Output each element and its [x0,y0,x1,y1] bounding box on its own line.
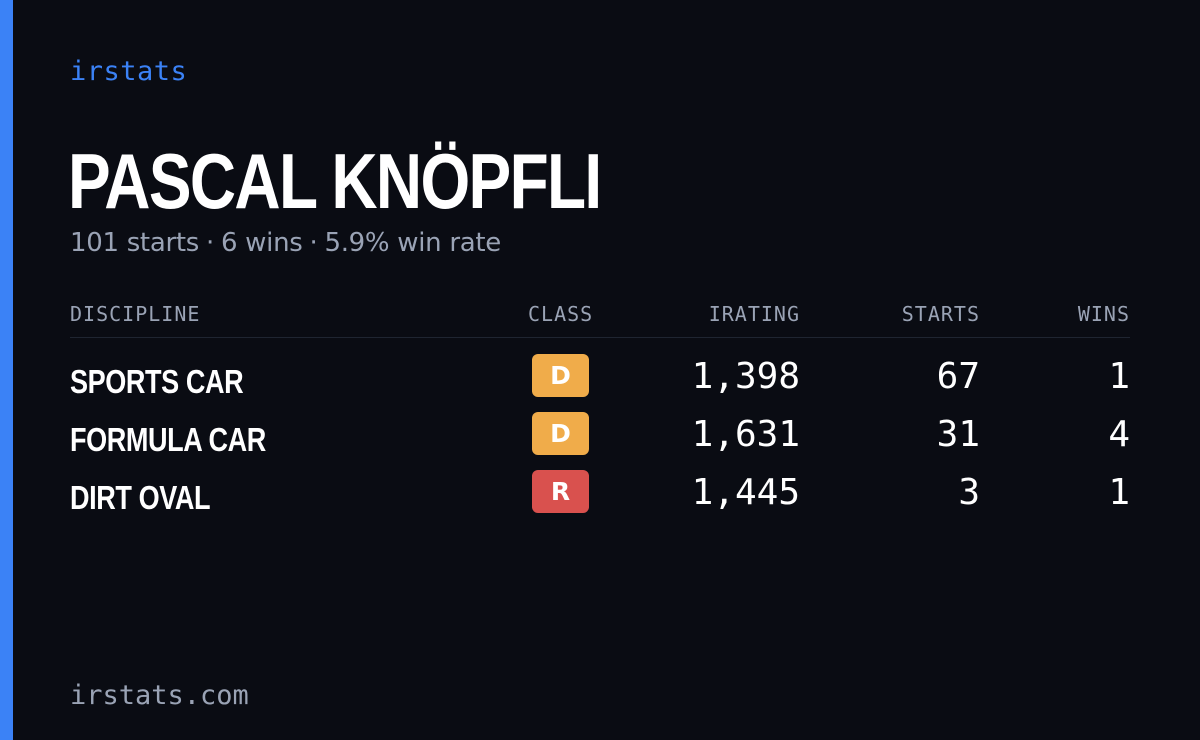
separator: · [309,228,318,258]
wins-value: 1 [1108,356,1130,397]
wins-value: 1 [1108,472,1130,513]
irating-value: 1,398 [691,356,800,397]
header-starts: STARTS [901,302,980,326]
header-wins: WINS [1077,302,1130,326]
win-rate: 5.9% win rate [324,228,501,258]
driver-summary: 101 starts · 6 wins · 5.9% win rate [70,228,501,258]
wins-value: 4 [1108,414,1130,455]
class-badge: R [532,470,589,513]
starts-count: 101 starts [70,228,199,258]
discipline-name: SPORTS CAR [70,363,244,400]
discipline-name: DIRT OVAL [70,479,211,516]
starts-value: 31 [936,414,980,455]
wins-count: 6 wins [220,228,303,258]
class-badge: D [532,354,589,397]
brand-logo-text: irstats [70,56,188,87]
starts-value: 67 [936,356,980,397]
irating-value: 1,445 [691,472,800,513]
class-badge: D [532,412,589,455]
separator: · [206,228,214,258]
table-row: FORMULA CAR D 1,631 31 4 [70,412,1130,470]
irating-value: 1,631 [691,414,800,455]
footer-url: irstats.com [70,680,249,711]
table-row: SPORTS CAR D 1,398 67 1 [70,354,1130,412]
driver-name: PASCAL KNÖPFLI [68,137,602,225]
discipline-name: FORMULA CAR [70,421,266,458]
stats-table-header: DISCIPLINE CLASS IRATING STARTS WINS [70,300,1130,338]
header-irating: IRATING [708,302,800,326]
header-class: CLASS [528,302,594,326]
accent-bar [0,0,13,740]
table-row: DIRT OVAL R 1,445 3 1 [70,470,1130,528]
starts-value: 3 [958,472,980,513]
header-discipline: DISCIPLINE [70,302,201,326]
